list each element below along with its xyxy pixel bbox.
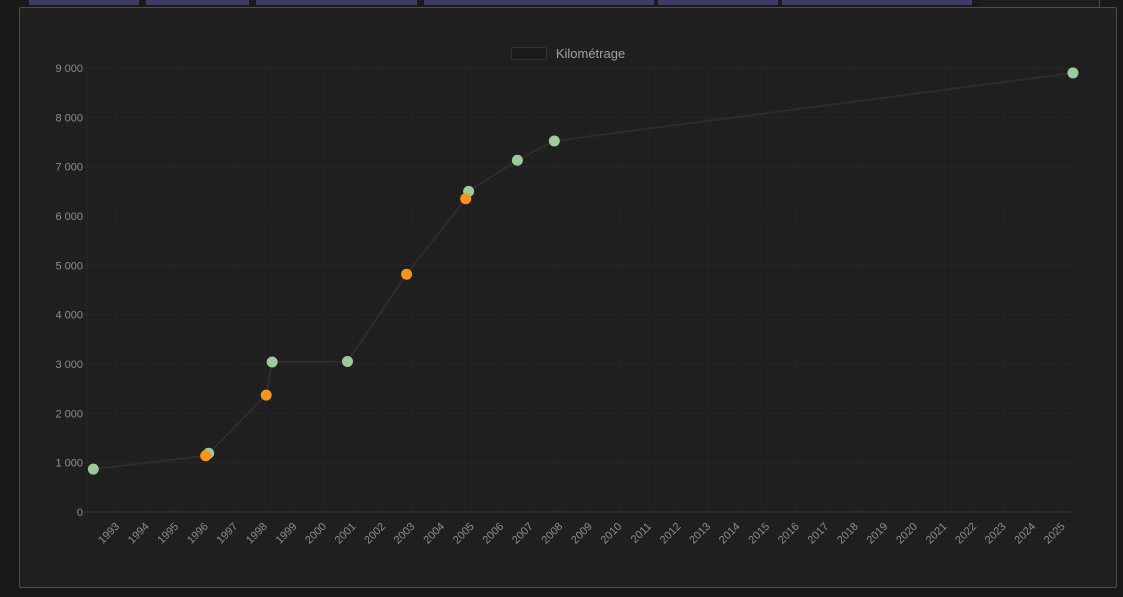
series-line-kilometrage xyxy=(93,71,1074,471)
x-axis-tick-label: 1998 xyxy=(244,521,270,547)
mileage-line-chart: 1993 1994 1995 1996 1997 1998 1999 2000 2001 2002… xyxy=(55,63,1079,547)
data-point-orange-1996[interactable] xyxy=(200,450,212,462)
data-point-orange-2005[interactable] xyxy=(460,193,472,205)
x-axis-tick-label: 2023 xyxy=(983,521,1009,547)
x-axis-tick-label: 2022 xyxy=(953,521,979,547)
tab-fragment-1[interactable] xyxy=(29,0,139,5)
x-axis-tick-label: 2003 xyxy=(392,521,418,547)
x-axis-tick-label: 2010 xyxy=(599,521,625,547)
tab-fragment-2[interactable] xyxy=(146,0,249,5)
data-point-green-2001[interactable] xyxy=(341,356,353,368)
x-axis-tick-label: 2001 xyxy=(333,521,359,547)
x-axis-tick-label: 2000 xyxy=(303,521,329,547)
x-axis-tick-label: 2019 xyxy=(865,521,891,547)
x-axis-tick-label: 2018 xyxy=(835,521,861,547)
x-axis-tick-label: 2014 xyxy=(717,521,743,547)
y-axis-tick-label: 0 xyxy=(77,507,83,519)
x-axis-tick-label: 2011 xyxy=(629,521,654,546)
data-point-green-2007[interactable] xyxy=(511,154,523,166)
chart-card: Kilométrage 1993 1994 1995 1996 1997 1998 1999… xyxy=(19,7,1117,588)
y-axis-tick-label: 3 000 xyxy=(55,359,83,371)
y-axis-tick-label: 8 000 xyxy=(55,112,83,124)
y-axis-tick-label: 2 000 xyxy=(55,408,83,420)
legend-label: Kilométrage xyxy=(555,46,626,61)
x-axis-tick-label: 2008 xyxy=(540,521,566,547)
data-point-green-1992[interactable] xyxy=(87,463,99,475)
data-point-orange-1998[interactable] xyxy=(260,389,272,401)
x-axis-tick-label: 2024 xyxy=(1012,521,1038,547)
x-axis-tick-label: 1997 xyxy=(215,521,241,547)
x-axis-tick-label: 2005 xyxy=(451,521,477,547)
legend-swatch xyxy=(510,47,547,60)
tab-fragment-5[interactable] xyxy=(658,0,778,5)
y-axis-tick-label: 1 000 xyxy=(55,458,83,470)
active-tab-fragment[interactable] xyxy=(979,0,1100,7)
x-axis-tick-label: 2017 xyxy=(806,521,832,547)
x-axis-tick-label: 1993 xyxy=(96,521,122,547)
y-axis-tick-label: 4 000 xyxy=(55,310,83,322)
x-axis-tick-label: 2006 xyxy=(480,521,506,547)
x-axis-tick-label: 2021 xyxy=(924,521,950,547)
x-axis-tick-label: 2004 xyxy=(421,521,447,547)
data-point-green-2025[interactable] xyxy=(1067,67,1079,79)
x-axis-tick-label: 2007 xyxy=(510,521,536,547)
x-axis-tick-label: 2016 xyxy=(776,521,802,547)
x-axis-tick-label: 1999 xyxy=(274,521,300,547)
x-axis-tick-label: 2009 xyxy=(569,521,595,547)
x-axis-tick-label: 2015 xyxy=(746,521,772,547)
data-point-orange-2003[interactable] xyxy=(401,268,413,280)
x-axis-tick-label: 1994 xyxy=(126,521,152,547)
x-axis-tick-label: 2002 xyxy=(362,521,388,547)
tab-fragment-6[interactable] xyxy=(782,0,972,5)
tab-fragment-4[interactable] xyxy=(424,0,654,5)
y-axis-tick-label: 5 000 xyxy=(55,260,83,272)
x-axis-tick-label: 2020 xyxy=(894,521,920,547)
x-axis-tick-label: 2012 xyxy=(658,521,684,547)
x-axis-tick-label: 1996 xyxy=(185,521,211,547)
x-axis-tick-label: 1995 xyxy=(155,521,181,547)
y-axis-tick-label: 9 000 xyxy=(55,63,83,75)
y-axis-tick-label: 6 000 xyxy=(55,211,83,223)
x-axis-tick-label: 2013 xyxy=(687,521,713,547)
tab-fragment-3[interactable] xyxy=(256,0,417,5)
data-point-green-1998[interactable] xyxy=(266,356,278,368)
browser-tabs-strip xyxy=(0,0,1123,7)
data-point-green-2008[interactable] xyxy=(548,135,560,147)
x-axis-tick-label: 2025 xyxy=(1042,521,1068,547)
y-axis-tick-label: 7 000 xyxy=(55,162,83,174)
legend-item-kilometrage[interactable]: Kilométrage xyxy=(20,46,1116,61)
